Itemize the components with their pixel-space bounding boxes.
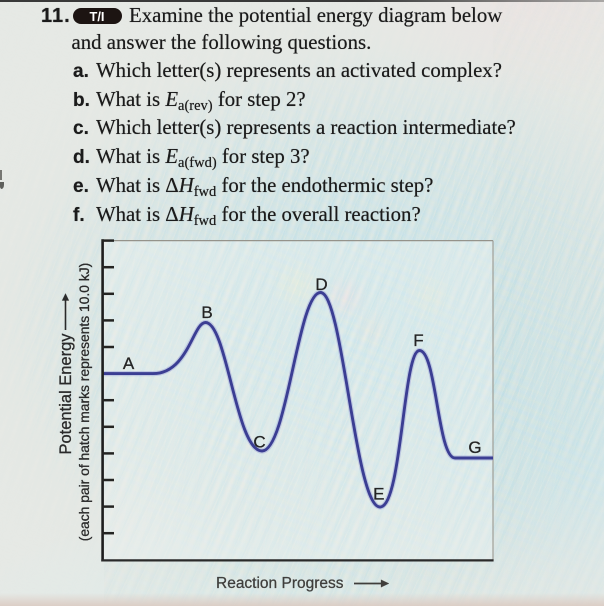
- svg-text:Potential Energy: Potential Energy: [57, 333, 75, 455]
- svg-text:A: A: [123, 354, 135, 373]
- svg-text:D: D: [315, 275, 327, 294]
- svg-text:E: E: [373, 485, 384, 504]
- svg-text:Reaction Progress: Reaction Progress: [216, 575, 344, 592]
- svg-text:G: G: [468, 438, 481, 457]
- svg-text:F: F: [413, 331, 423, 350]
- svg-text:B: B: [201, 303, 212, 322]
- svg-text:C: C: [253, 433, 265, 452]
- svg-text:(each pair of hatch marks repr: (each pair of hatch marks represents 10.…: [76, 263, 92, 542]
